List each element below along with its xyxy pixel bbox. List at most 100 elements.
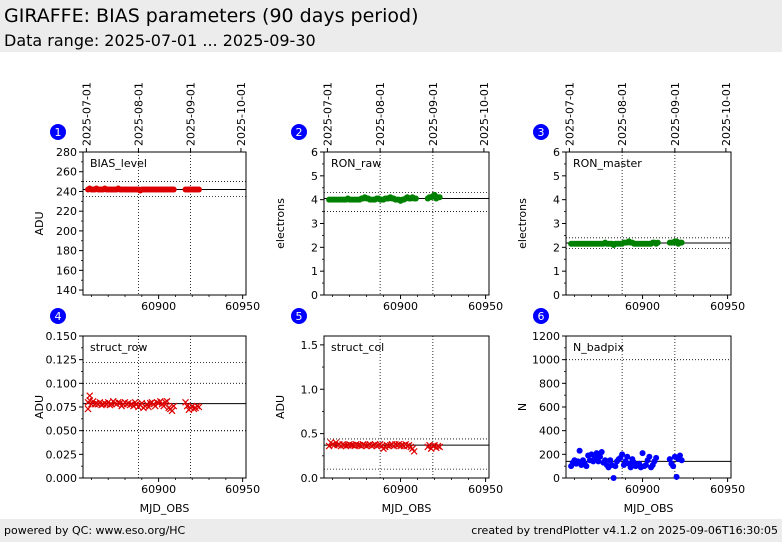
date-tick-label: 2025-08-01 bbox=[374, 82, 387, 146]
data-point bbox=[627, 464, 634, 471]
x-tick-label: 60950 bbox=[710, 483, 745, 496]
y-tick-label: 4 bbox=[311, 194, 318, 207]
chart-panel-BIAS_level: 140 160 180 200 220 240 260 280 60900 60950 2025-0… bbox=[33, 82, 260, 313]
y-tick-label: 5 bbox=[553, 170, 560, 183]
y-tick-label: 600 bbox=[539, 401, 560, 414]
y-axis-label: ADU bbox=[33, 395, 46, 419]
panel-number-badge bbox=[50, 308, 66, 324]
parameter-label: RON_master bbox=[573, 157, 642, 170]
y-tick-label: 1000 bbox=[532, 354, 560, 367]
plot-frame bbox=[323, 335, 490, 479]
date-tick-label: 2025-10-01 bbox=[720, 82, 733, 146]
parameter-label: N_badpix bbox=[573, 341, 624, 354]
page-subtitle: Data range: 2025-07-01 ... 2025-09-30 bbox=[4, 31, 316, 50]
plot-frame bbox=[82, 151, 247, 296]
y-tick-label: 0.150 bbox=[46, 330, 78, 343]
y-tick-label: 0.000 bbox=[46, 472, 78, 485]
panel-number: 4 bbox=[55, 310, 62, 323]
data-point bbox=[597, 453, 604, 460]
x-tick-label: 60950 bbox=[468, 300, 503, 313]
data-point bbox=[624, 453, 631, 460]
x-tick-label: 60950 bbox=[710, 300, 745, 313]
x-tick-label: 60950 bbox=[225, 483, 260, 496]
parameter-label: RON_raw bbox=[331, 157, 381, 170]
chart-panel-struct_col: 0.0 0.5 1.0 1.5 60900 60950 ADU MJD_OBS struct_c… bbox=[274, 308, 503, 515]
panel-number-badge bbox=[533, 124, 549, 140]
y-tick-label: 4 bbox=[553, 194, 560, 207]
y-axis-label: ADU bbox=[33, 211, 46, 235]
panel-number-badge bbox=[533, 308, 549, 324]
x-axis-label: MJD_OBS bbox=[382, 502, 432, 515]
header-bar: GIRAFFE: BIAS parameters (90 days period… bbox=[0, 0, 782, 52]
chart-panel-RON_master: 0 1 2 3 4 5 6 60900 60950 2025-07-01 2025-08-01 202… bbox=[516, 82, 745, 313]
data-point bbox=[145, 403, 152, 411]
panel-number-badge bbox=[291, 308, 307, 324]
y-tick-label: 0.100 bbox=[46, 377, 78, 390]
chart-panel-N_badpix: 0 200 400 600 800 1000 1200 60900 60950 N MJD_OBS N… bbox=[516, 308, 745, 515]
y-tick-label: 0.050 bbox=[46, 425, 78, 438]
date-tick-label: 2025-10-01 bbox=[235, 82, 248, 146]
y-tick-label: 1 bbox=[553, 265, 560, 278]
data-point bbox=[436, 194, 443, 201]
y-tick-label: 0.075 bbox=[46, 401, 78, 414]
panel-number: 3 bbox=[538, 126, 545, 139]
date-tick-label: 2025-07-01 bbox=[563, 82, 576, 146]
date-tick-label: 2025-07-01 bbox=[80, 82, 93, 146]
data-point bbox=[595, 458, 602, 465]
y-tick-label: 200 bbox=[539, 448, 560, 461]
x-tick-label: 60900 bbox=[383, 300, 418, 313]
data-point bbox=[168, 407, 176, 415]
x-tick-label: 60900 bbox=[625, 483, 660, 496]
data-point bbox=[610, 475, 617, 481]
panel-number: 1 bbox=[55, 126, 62, 139]
y-tick-label: 1.0 bbox=[301, 383, 319, 396]
data-point bbox=[170, 402, 178, 410]
y-tick-label: 160 bbox=[56, 264, 77, 277]
y-axis-label: N bbox=[516, 403, 529, 411]
date-tick-label: 2025-08-01 bbox=[132, 82, 145, 146]
plot-frame bbox=[565, 151, 732, 296]
data-point bbox=[182, 398, 189, 406]
date-tick-label: 2025-09-01 bbox=[185, 82, 198, 146]
y-axis-label: electrons bbox=[516, 198, 529, 249]
y-tick-label: 0 bbox=[553, 472, 560, 485]
y-tick-label: 6 bbox=[553, 146, 560, 159]
y-tick-label: 240 bbox=[56, 185, 77, 198]
footer-created-by: created by trendPlotter v4.1.2 on 2025-0… bbox=[471, 524, 778, 537]
chart-panel-struct_row: 0.000 0.025 0.050 0.075 0.100 0.125 0.150 60900… bbox=[33, 308, 260, 515]
data-point bbox=[646, 453, 653, 460]
data-point bbox=[163, 397, 171, 405]
data-point bbox=[612, 463, 619, 470]
data-point bbox=[183, 402, 191, 410]
y-axis-label: electrons bbox=[274, 198, 287, 249]
data-point bbox=[412, 195, 419, 202]
x-tick-label: 60900 bbox=[141, 300, 176, 313]
y-tick-label: 0 bbox=[311, 289, 318, 302]
panel-number-badge bbox=[50, 124, 66, 140]
data-point bbox=[602, 457, 609, 464]
data-point bbox=[598, 448, 605, 455]
y-tick-label: 280 bbox=[56, 146, 77, 159]
data-point bbox=[436, 443, 444, 451]
footer-powered-by: powered by QC: www.eso.org/HC bbox=[4, 524, 186, 537]
date-tick-label: 2025-10-01 bbox=[478, 82, 491, 146]
panel-number: 2 bbox=[296, 126, 303, 139]
y-tick-label: 0.0 bbox=[301, 472, 319, 485]
data-point bbox=[653, 454, 660, 461]
parameter-label: BIAS_level bbox=[90, 157, 147, 170]
date-tick-label: 2025-09-01 bbox=[427, 82, 440, 146]
data-point bbox=[195, 403, 203, 411]
data-point bbox=[583, 463, 590, 470]
panel-number-badge bbox=[291, 124, 307, 140]
y-tick-label: 260 bbox=[56, 166, 77, 179]
y-tick-label: 200 bbox=[56, 225, 77, 238]
x-tick-label: 60950 bbox=[225, 300, 260, 313]
plot-frame bbox=[323, 151, 490, 296]
y-tick-label: 0 bbox=[553, 289, 560, 302]
x-axis-label: MJD_OBS bbox=[140, 502, 190, 515]
data-point bbox=[160, 402, 168, 410]
data-point bbox=[619, 451, 626, 458]
y-tick-label: 5 bbox=[311, 170, 318, 183]
y-tick-label: 2 bbox=[311, 241, 318, 254]
y-tick-label: 0.125 bbox=[46, 354, 78, 367]
